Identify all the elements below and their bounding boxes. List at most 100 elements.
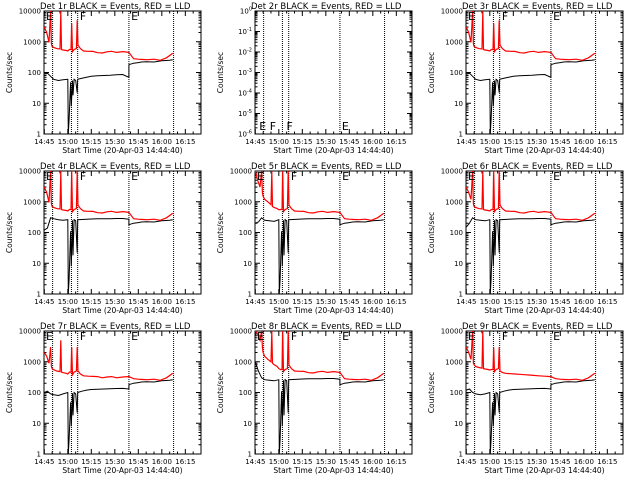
plot-frame <box>43 10 202 135</box>
annotation-label: F <box>502 170 508 183</box>
x-tick-label: 15:45 <box>128 298 148 306</box>
plot-frame <box>254 10 413 135</box>
y-tick-label: 10 <box>32 260 41 268</box>
annotation-label: E <box>131 170 138 183</box>
x-tick-label: 16:15 <box>386 298 406 306</box>
x-tick-label: 15:30 <box>105 458 125 466</box>
y-tick-label: 1 <box>248 451 252 459</box>
x-tick-label: 14:45 <box>456 298 476 306</box>
chart-title: Det 6r BLACK = Events, RED = LLD <box>462 162 613 172</box>
x-tick-label: 16:00 <box>363 458 383 466</box>
y-tick-label: 10000 <box>441 328 463 336</box>
y-tick-label: 10000 <box>230 168 252 176</box>
y-tick-label: 1000 <box>445 38 463 46</box>
x-tick-label: 16:15 <box>386 138 406 146</box>
x-tick-label: 15:00 <box>480 298 500 306</box>
y-tick-label: 1000 <box>23 38 41 46</box>
y-tick-label: 100 <box>28 389 41 397</box>
chart-title: Det 4r BLACK = Events, RED = LLD <box>40 162 191 172</box>
series-lld <box>254 330 385 381</box>
y-tick-label: 1 <box>459 291 463 299</box>
x-tick-label: 15:00 <box>480 458 500 466</box>
annotation-label: F <box>286 120 292 133</box>
y-tick-label: 10-6 <box>238 130 252 139</box>
annotation-label: F <box>80 170 86 183</box>
y-tick-label: 1 <box>459 451 463 459</box>
y-tick-label: 1 <box>459 131 463 139</box>
y-tick-label: 1 <box>37 451 41 459</box>
series-lld <box>465 330 596 381</box>
series-events <box>255 217 384 295</box>
x-tick-label: 15:00 <box>58 138 78 146</box>
annotation-label: F <box>502 330 508 343</box>
y-tick-label: 10-2 <box>238 48 252 57</box>
annotation-label: E <box>553 330 560 343</box>
chart-title: Det 7r BLACK = Events, RED = LLD <box>40 322 191 332</box>
x-tick-label: 15:15 <box>292 138 312 146</box>
series-events <box>466 379 595 455</box>
annotation-label: E <box>259 120 266 133</box>
x-tick-label: 15:45 <box>339 298 359 306</box>
x-tick-label: 16:00 <box>152 138 172 146</box>
y-tick-label: 100 <box>239 389 252 397</box>
series-events <box>44 217 173 295</box>
annotation-label: F <box>291 330 297 343</box>
series-lld <box>43 340 174 381</box>
x-tick-label: 15:30 <box>316 138 336 146</box>
chart-title: Det 9r BLACK = Events, RED = LLD <box>462 322 613 332</box>
chart-title: Det 8r BLACK = Events, RED = LLD <box>251 322 402 332</box>
annotation-label: E <box>553 170 560 183</box>
y-tick-label: 10000 <box>19 328 41 336</box>
x-tick-label: 14:45 <box>34 138 54 146</box>
y-tick-label: 1000 <box>445 198 463 206</box>
x-tick-label: 15:45 <box>550 458 570 466</box>
y-axis-label: Counts/sec <box>216 212 225 253</box>
x-tick-label: 16:15 <box>386 458 406 466</box>
x-tick-label: 15:15 <box>81 298 101 306</box>
annotation-label: E <box>46 330 53 343</box>
y-axis-label: Counts/sec <box>427 212 436 253</box>
x-axis-label: Start Time (20-Apr-03 14:44:40) <box>273 306 393 315</box>
y-tick-label: 100 <box>240 7 252 16</box>
x-tick-label: 14:45 <box>245 298 265 306</box>
x-tick-label: 15:30 <box>105 138 125 146</box>
x-tick-label: 15:15 <box>81 138 101 146</box>
annotation-label: E <box>342 330 349 343</box>
x-tick-label: 15:45 <box>339 458 359 466</box>
x-tick-label: 15:00 <box>269 298 289 306</box>
x-tick-label: 15:15 <box>503 298 523 306</box>
annotation-label: F <box>502 10 508 23</box>
x-tick-label: 16:15 <box>175 458 195 466</box>
annotation-label: F <box>270 120 276 133</box>
chart-title: Det 5r BLACK = Events, RED = LLD <box>251 162 402 172</box>
x-axis-label: Start Time (20-Apr-03 14:44:40) <box>484 306 604 315</box>
series-lld <box>43 10 174 61</box>
panel-det7: 1 10 100 1000 10000 14:45 15:00 15:15 15:30 15:45… <box>5 322 202 475</box>
x-tick-label: 15:30 <box>527 298 547 306</box>
panel-det4: 1 10 100 1000 10000 14:45 15:00 15:15 15:30 15:45… <box>5 162 202 315</box>
y-tick-label: 10-4 <box>238 89 252 98</box>
x-tick-label: 16:00 <box>152 458 172 466</box>
y-tick-label: 1 <box>37 291 41 299</box>
x-tick-label: 15:15 <box>503 138 523 146</box>
x-axis-label: Start Time (20-Apr-03 14:44:40) <box>62 306 182 315</box>
x-tick-label: 15:30 <box>527 458 547 466</box>
x-tick-label: 14:45 <box>34 458 54 466</box>
y-tick-label: 1000 <box>23 358 41 366</box>
x-tick-label: 15:30 <box>527 138 547 146</box>
x-tick-label: 16:15 <box>597 458 617 466</box>
series-events <box>44 59 173 135</box>
x-axis-label: Start Time (20-Apr-03 14:44:40) <box>62 466 182 475</box>
x-tick-label: 15:15 <box>503 458 523 466</box>
x-axis-label: Start Time (20-Apr-03 14:44:40) <box>484 146 604 155</box>
annotation-label: E <box>468 10 475 23</box>
chart-title: Det 2r BLACK = Events, RED = LLD <box>251 2 402 12</box>
y-tick-label: 10 <box>243 260 252 268</box>
plot-frame <box>465 10 624 135</box>
y-tick-label: 1000 <box>234 198 252 206</box>
y-tick-label: 10000 <box>441 168 463 176</box>
y-tick-label: 10 <box>243 420 252 428</box>
y-tick-label: 10 <box>454 260 463 268</box>
x-tick-label: 16:00 <box>574 138 594 146</box>
